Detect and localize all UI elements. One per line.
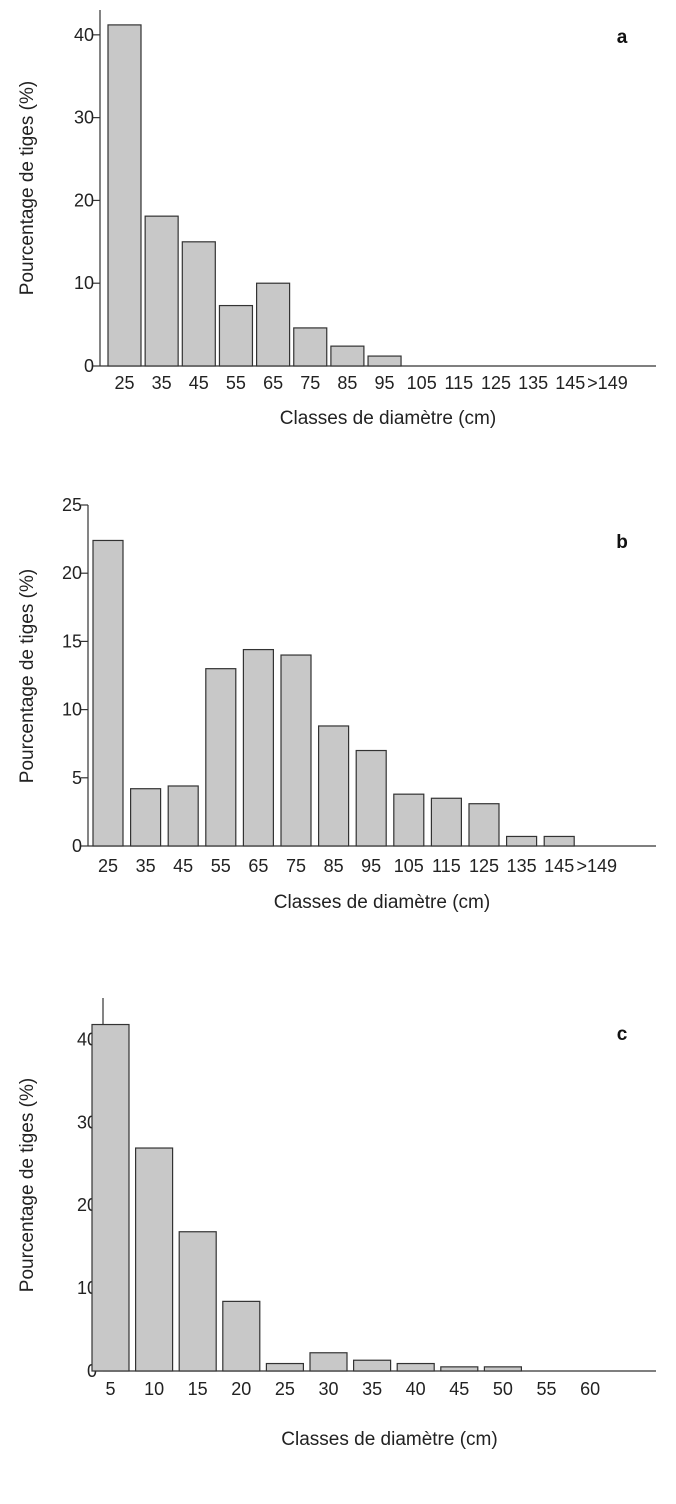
y-tick-label: 10	[74, 273, 94, 293]
bar-40	[396, 1362, 435, 1372]
bar-55	[205, 668, 237, 847]
x-tick-label: 40	[406, 1379, 426, 1399]
x-tick-label: 60	[580, 1379, 600, 1399]
x-axis-label: Classes de diamètre (cm)	[281, 1429, 497, 1450]
y-tick-label: 0	[84, 356, 94, 376]
x-axis-label: Classes de diamètre (cm)	[280, 408, 496, 429]
x-tick-label: 35	[362, 1379, 382, 1399]
x-tick-label: 25	[98, 856, 118, 876]
x-tick-label: 5	[105, 1379, 115, 1399]
x-tick-label: 25	[114, 373, 134, 393]
y-tick-label: 25	[62, 495, 82, 515]
x-tick-label: 85	[337, 373, 357, 393]
y-tick-label: 40	[74, 25, 94, 45]
x-tick-label: 35	[136, 856, 156, 876]
bar-20	[222, 1300, 261, 1372]
bar-65	[242, 648, 274, 847]
panel-b: 0 5 10 15 20 25 25 35 45 55 65 75 85 95 105 115 125 135 14…	[17, 495, 656, 913]
x-tick-label: 75	[286, 856, 306, 876]
bar-95	[355, 749, 387, 847]
bar-85	[330, 345, 365, 367]
y-tick-label: 10	[62, 700, 82, 720]
bar-35	[353, 1359, 392, 1372]
x-tick-label: 30	[318, 1379, 338, 1399]
bar-85	[318, 725, 350, 847]
bar-25	[92, 539, 124, 847]
bar-10	[135, 1147, 174, 1372]
bar-105	[393, 793, 425, 847]
x-tick-label: 115	[444, 373, 473, 393]
x-tick-label: 95	[375, 373, 395, 393]
bar-125	[468, 803, 500, 847]
x-tick-label: 135	[518, 373, 548, 393]
bar-5	[91, 1023, 130, 1372]
panel-label: c	[617, 1024, 628, 1045]
x-tick-label: 20	[231, 1379, 251, 1399]
x-tick-label: 55	[536, 1379, 556, 1399]
bar-45	[440, 1366, 479, 1372]
bar-25	[265, 1362, 304, 1372]
x-tick-label: 95	[361, 856, 381, 876]
y-tick-label: 30	[74, 108, 94, 128]
x-tick-label: 125	[469, 856, 499, 876]
x-tick-label: 65	[248, 856, 268, 876]
x-tick-label: 45	[173, 856, 193, 876]
bar-135	[506, 835, 538, 847]
panel-label: a	[617, 27, 628, 48]
y-axis-label: Pourcentage de tiges (%)	[17, 569, 38, 783]
bar-115	[430, 797, 462, 847]
x-tick-label: 85	[324, 856, 344, 876]
bar-55	[218, 304, 254, 367]
x-tick-label: 135	[507, 856, 537, 876]
x-tick-label: 115	[432, 856, 461, 876]
bar-45	[167, 785, 199, 847]
y-tick-label: 5	[72, 768, 82, 788]
y-tick-label: 15	[62, 631, 82, 651]
bar-95	[367, 355, 402, 367]
bar-15	[178, 1231, 217, 1372]
panel-label: b	[616, 532, 628, 553]
bar-75	[280, 654, 312, 847]
bar-145	[543, 835, 575, 847]
x-tick-label: 75	[300, 373, 320, 393]
bar-50	[483, 1366, 522, 1372]
panel-c: 01020304051015202530354045505560Classes …	[17, 998, 656, 1450]
bar-35	[130, 788, 162, 847]
bar-65	[256, 282, 291, 367]
x-tick-label: >149	[577, 856, 618, 876]
y-axis-label: Pourcentage de tiges (%)	[17, 1078, 38, 1292]
x-axis-label: Classes de diamètre (cm)	[274, 892, 490, 913]
x-tick-label: 145	[555, 373, 585, 393]
x-tick-label: 10	[144, 1379, 164, 1399]
bar-25	[107, 24, 142, 367]
x-tick-label: >149	[587, 373, 628, 393]
panel-a: 0 10 20 30 40 25 35 45 55 65 75 85 95 105 115 125 135 145…	[17, 10, 656, 429]
y-axis-label: Pourcentage de tiges (%)	[17, 81, 38, 295]
x-tick-label: 45	[449, 1379, 469, 1399]
x-tick-label: 125	[481, 373, 511, 393]
y-tick-label: 20	[74, 190, 94, 210]
y-tick-label: 20	[62, 563, 82, 583]
x-tick-label: 105	[407, 373, 437, 393]
bar-75	[293, 327, 328, 367]
x-tick-label: 50	[493, 1379, 513, 1399]
bar-30	[309, 1352, 348, 1372]
bar-45	[181, 241, 216, 367]
y-tick-label: 0	[72, 836, 82, 856]
x-tick-label: 145	[544, 856, 574, 876]
x-tick-label: 45	[189, 373, 209, 393]
x-tick-label: 65	[263, 373, 283, 393]
x-tick-label: 15	[188, 1379, 208, 1399]
x-tick-label: 55	[226, 373, 246, 393]
x-tick-label: 25	[275, 1379, 295, 1399]
x-tick-label: 55	[211, 856, 231, 876]
x-tick-label: 105	[394, 856, 424, 876]
bar-35	[144, 215, 179, 367]
x-tick-label: 35	[152, 373, 172, 393]
